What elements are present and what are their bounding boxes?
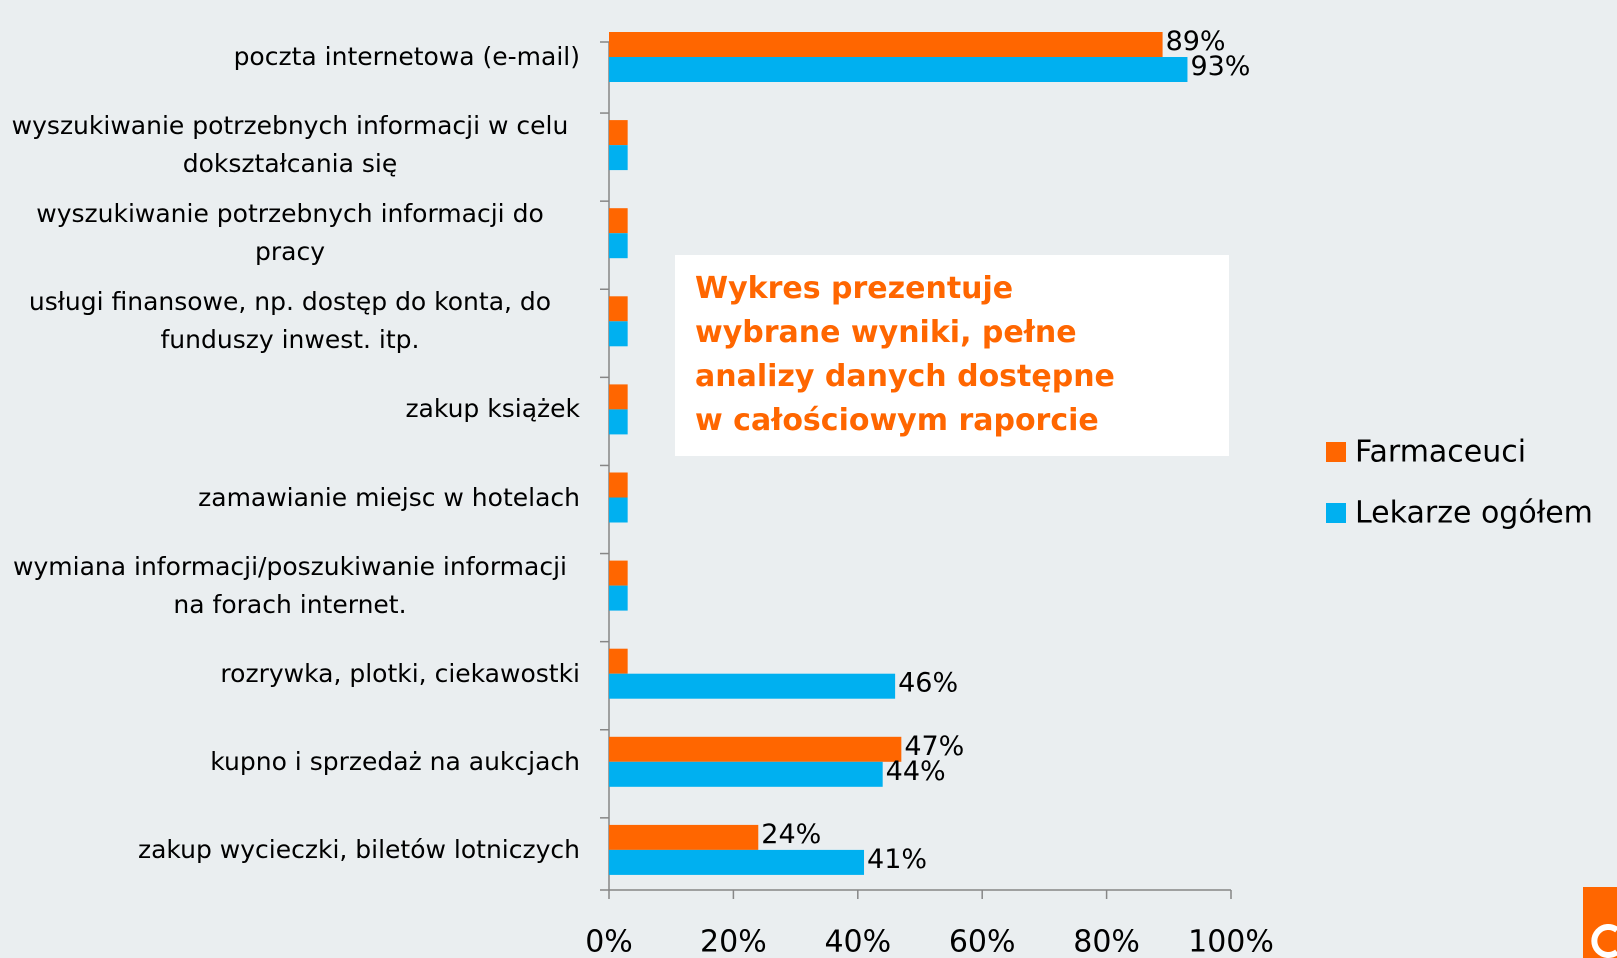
- bar: [609, 145, 628, 171]
- category-label-box: wymiana informacji/poszukiwanie informac…: [0, 548, 580, 624]
- category-label: wyszukiwanie potrzebnych informacji w ce…: [11, 111, 569, 179]
- annotation-line: wybrane wyniki, pełne: [695, 315, 1077, 350]
- category-label-box: zakup książek: [0, 390, 580, 428]
- bar: [609, 761, 883, 787]
- bar: [609, 409, 628, 435]
- bar: [609, 296, 628, 322]
- category-label: kupno i sprzedaż na aukcjach: [210, 746, 580, 776]
- category-label-box: zakup wycieczki, biletów lotniczych: [0, 831, 580, 869]
- bar: [609, 57, 1188, 82]
- category-label-box: rozrywka, plotki, ciekawostki: [0, 655, 580, 693]
- bar: [609, 497, 628, 523]
- logo: [1583, 887, 1617, 958]
- bar: [609, 673, 896, 699]
- bar: [609, 233, 628, 259]
- category-label: zamawianie miejsc w hotelach: [198, 482, 580, 512]
- value-label: 93%: [1190, 51, 1250, 82]
- x-tick-label: 20%: [700, 925, 767, 958]
- x-tick-label: 60%: [949, 925, 1016, 958]
- category-label-box: wyszukiwanie potrzebnych informacji do p…: [0, 195, 580, 271]
- category-label-box: zamawianie miejsc w hotelach: [0, 479, 580, 517]
- category-label: zakup wycieczki, biletów lotniczych: [137, 834, 580, 864]
- legend-label: Lekarze ogółem: [1355, 496, 1593, 531]
- legend-swatch: [1326, 503, 1346, 523]
- x-tick-label: 0%: [585, 925, 633, 958]
- bar: [609, 321, 628, 347]
- bar: [609, 849, 865, 875]
- annotation-line: Wykres prezentuje: [695, 271, 1014, 306]
- category-label: zakup książek: [405, 394, 580, 424]
- category-label-box: kupno i sprzedaż na aukcjach: [0, 743, 580, 781]
- bar: [609, 208, 628, 234]
- annotation-box: Wykres prezentuje wybrane wyniki, pełne an…: [675, 255, 1229, 456]
- category-label-box: usługi finansowe, np. dostęp do konta, d…: [0, 283, 580, 359]
- x-tick-label: 40%: [824, 925, 891, 958]
- category-label-box: wyszukiwanie potrzebnych informacji w ce…: [0, 107, 580, 183]
- x-tick-label: 80%: [1073, 925, 1140, 958]
- value-label: 47%: [904, 731, 964, 762]
- category-label: usługi finansowe, np. dostęp do konta, d…: [28, 287, 552, 355]
- category-label: rozrywka, plotki, ciekawostki: [220, 658, 580, 688]
- category-label-box: poczta internetowa (e-mail): [0, 38, 580, 76]
- bar: [609, 472, 628, 498]
- annotation-line: w całościowym raporcie: [695, 403, 1099, 438]
- value-label: 46%: [898, 668, 958, 699]
- bar: [609, 384, 628, 410]
- value-label: 89%: [1166, 26, 1226, 57]
- value-label: 24%: [761, 819, 821, 850]
- legend-label: Farmaceuci: [1355, 435, 1526, 470]
- logo-mark: [1591, 924, 1617, 958]
- bar: [609, 648, 628, 674]
- x-tick-label: 100%: [1188, 925, 1274, 958]
- bar: [609, 736, 902, 762]
- bar: [609, 824, 759, 850]
- bar: [609, 32, 1163, 57]
- value-label: 41%: [867, 844, 927, 875]
- category-label: wymiana informacji/poszukiwanie informac…: [13, 551, 567, 619]
- category-label: wyszukiwanie potrzebnych informacji do p…: [36, 199, 544, 267]
- bar: [609, 120, 628, 146]
- bar: [609, 585, 628, 611]
- annotation-line: analizy danych dostępne: [695, 359, 1115, 394]
- bar: [609, 560, 628, 586]
- value-label: 44%: [886, 756, 946, 787]
- legend-swatch: [1326, 442, 1346, 462]
- category-label: poczta internetowa (e-mail): [233, 42, 580, 71]
